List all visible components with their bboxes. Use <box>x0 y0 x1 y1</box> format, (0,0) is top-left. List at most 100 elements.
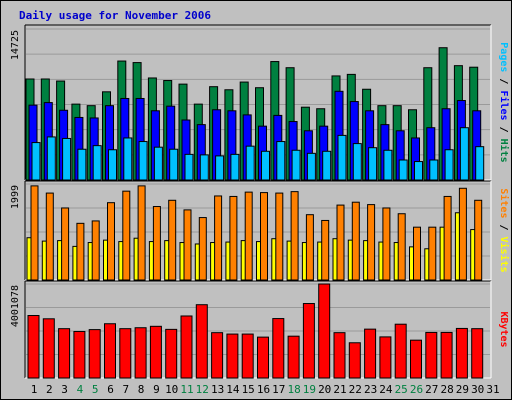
x-tick-label-day-2: 2 <box>46 383 53 396</box>
pages-bar <box>123 137 133 181</box>
pages-bar <box>261 150 270 181</box>
pages-bar <box>230 153 240 181</box>
visits-bar <box>152 206 161 281</box>
visits-bar <box>122 190 131 281</box>
pages-bar <box>108 149 117 181</box>
visits-bar <box>91 220 100 281</box>
kbytes-bar <box>195 304 208 379</box>
pages-bar <box>352 143 362 181</box>
legend-part-3: / <box>498 121 509 139</box>
kbytes-bar <box>104 323 116 379</box>
kbytes-bar <box>287 335 300 379</box>
visits-bar <box>137 185 146 281</box>
visits-bar <box>321 219 330 281</box>
pages-bar <box>92 145 102 181</box>
x-tick-label-day-11: 11 <box>180 383 193 396</box>
pages-bar <box>322 150 332 181</box>
kbytes-bar <box>73 330 86 379</box>
x-tick-label-day-23: 23 <box>364 383 377 396</box>
graph-title: Daily usage for November 2006 <box>19 9 212 22</box>
visits-bar <box>305 214 314 281</box>
pages-bar <box>459 127 469 181</box>
pages-bar <box>306 152 316 181</box>
x-tick-label-day-18: 18 <box>287 383 300 396</box>
kbytes-bar <box>318 283 331 379</box>
legend-part-2: Files <box>498 90 510 120</box>
kbytes-bar <box>27 315 40 379</box>
legend-part-0: Pages <box>498 42 509 72</box>
pages-bar <box>184 153 194 181</box>
x-tick-label-day-7: 7 <box>122 383 129 396</box>
kbytes-bar <box>272 318 285 379</box>
x-tick-label-day-5: 5 <box>92 383 99 396</box>
visits-bar <box>244 191 253 281</box>
x-tick-label-day-31: 31 <box>486 383 499 396</box>
pages-bar <box>169 148 179 181</box>
kbytes-bar <box>226 333 239 379</box>
panel-1-ymax-label: 14725 <box>10 30 21 60</box>
x-tick-label-day-10: 10 <box>165 383 178 396</box>
kbytes-bar <box>134 327 147 379</box>
kbytes-bar <box>471 328 484 379</box>
x-tick-label-day-28: 28 <box>440 383 453 396</box>
pages-bar <box>245 145 255 181</box>
pages-bar <box>215 155 225 181</box>
pages-bar <box>337 134 347 181</box>
kbytes-bar <box>455 327 468 379</box>
legend-part-0: Sites <box>498 188 510 218</box>
x-tick-label-day-16: 16 <box>257 383 270 396</box>
kbytes-bar <box>440 331 453 379</box>
x-tick-label-day-17: 17 <box>272 383 285 396</box>
legend-part-4: Hits <box>498 139 510 163</box>
visits-bar <box>474 199 483 281</box>
kbytes-bar <box>425 331 438 379</box>
kbytes-bar <box>88 329 101 379</box>
legend-part-2: Visits <box>498 237 510 273</box>
x-tick-label-day-13: 13 <box>211 383 224 396</box>
pages-bar <box>138 141 148 181</box>
kbytes-bar <box>348 342 361 379</box>
pages-bar <box>276 141 286 181</box>
kbytes-bar <box>165 328 178 379</box>
visits-bar <box>61 207 70 281</box>
kbytes-bar <box>257 336 269 379</box>
x-tick-label-day-24: 24 <box>379 383 393 396</box>
visits-bar <box>76 222 85 281</box>
x-tick-label-day-4: 4 <box>77 383 84 396</box>
x-tick-label-day-21: 21 <box>333 383 346 396</box>
x-tick-label-day-30: 30 <box>471 383 484 396</box>
visits-bar <box>351 201 360 281</box>
panel-2-ymax-label: 1999 <box>10 185 21 209</box>
x-tick-label-day-26: 26 <box>410 383 423 396</box>
panel-2-series-legend: Sites / Visits <box>498 188 510 272</box>
x-tick-label-day-25: 25 <box>395 383 408 396</box>
pages-bar <box>31 142 41 181</box>
x-tick-label-day-19: 19 <box>303 383 316 396</box>
kbytes-bar <box>149 325 162 379</box>
visits-bar <box>336 204 345 281</box>
panel-3-series-legend: KBytes <box>498 311 509 347</box>
pages-bar <box>475 146 485 181</box>
visits-bar <box>367 204 376 281</box>
visits-bar <box>443 195 452 281</box>
pages-bar <box>199 154 209 181</box>
legend-part-1: / <box>498 218 509 236</box>
pages-bar <box>77 148 87 181</box>
visits-bar <box>413 226 421 281</box>
pages-bar <box>414 161 423 181</box>
x-tick-label-day-1: 1 <box>31 383 38 396</box>
pages-bar <box>383 149 393 181</box>
legend-part-0: KBytes <box>498 311 509 347</box>
kbytes-bar <box>180 315 193 379</box>
kbytes-bar <box>241 333 254 379</box>
visits-bar <box>30 185 39 281</box>
kbytes-bar <box>410 339 422 379</box>
pages-bar <box>46 136 56 181</box>
visits-bar <box>107 202 115 281</box>
visits-bar <box>214 195 223 281</box>
x-tick-label-day-6: 6 <box>107 383 114 396</box>
kbytes-bar <box>42 318 55 379</box>
x-tick-label-day-8: 8 <box>138 383 145 396</box>
